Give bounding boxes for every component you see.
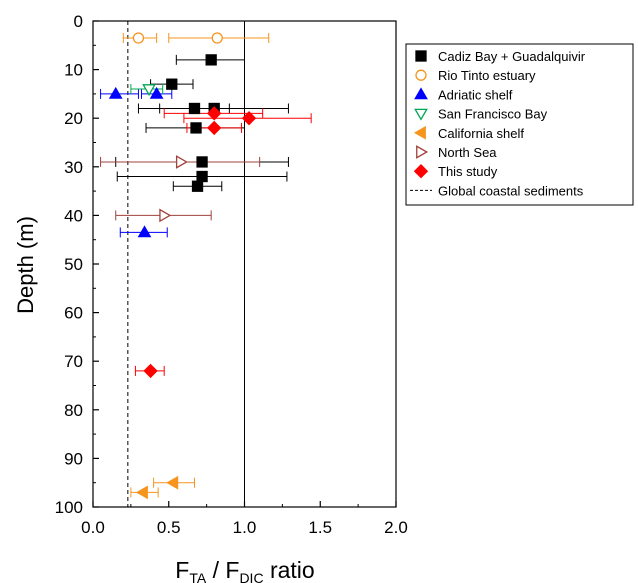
x-axis-title: FTA / FDIC ratio bbox=[175, 557, 314, 583]
legend-north-sea-label: North Sea bbox=[438, 145, 497, 160]
y-tick-label: 20 bbox=[64, 109, 83, 128]
north-sea-point bbox=[159, 208, 172, 223]
cadiz-bay-guadalquivir-point bbox=[190, 122, 202, 134]
x-tick-label: 1.0 bbox=[233, 518, 257, 537]
legend-this-study-label: This study bbox=[438, 164, 498, 179]
legend-california-shelf-label: California shelf bbox=[438, 126, 524, 141]
legend-global-coastal-sediments-label: Global coastal sediments bbox=[438, 183, 584, 198]
legend-adriatic-shelf-label: Adriatic shelf bbox=[438, 87, 513, 102]
x-title-sep: / F bbox=[206, 557, 239, 583]
legend-north-sea-marker bbox=[416, 145, 429, 159]
y-tick-label: 40 bbox=[64, 206, 83, 225]
this-study-point bbox=[241, 111, 257, 126]
legend-california-shelf-marker bbox=[413, 125, 426, 140]
y-axis-title: Depth (m) bbox=[13, 216, 38, 314]
this-study-point bbox=[207, 120, 222, 136]
legend-this-study-marker bbox=[413, 164, 429, 179]
y-tick-label: 90 bbox=[64, 449, 83, 468]
legend-san-francisco-bay-label: San Francisco Bay bbox=[438, 107, 548, 122]
x-tick-label: 0.5 bbox=[157, 518, 181, 537]
x-tick-label: 2.0 bbox=[384, 518, 408, 537]
cadiz-bay-guadalquivir-point bbox=[196, 170, 208, 183]
y-axis-ticks: 0 10 20 30 40 50 60 70 80 90 100 bbox=[55, 12, 99, 517]
y-tick-label: 80 bbox=[64, 401, 83, 420]
legend-cadiz-bay-guadalquivir-marker bbox=[415, 50, 427, 62]
cadiz-bay-guadalquivir-point bbox=[205, 54, 217, 66]
x-tick-label: 1.5 bbox=[308, 518, 332, 537]
error-bars bbox=[100, 33, 312, 498]
x-axis-ticks: 0.0 0.5 1.0 1.5 2.0 bbox=[81, 501, 408, 537]
legend-box bbox=[405, 43, 634, 206]
this-study-point bbox=[207, 106, 222, 121]
y-tick-label: 60 bbox=[64, 304, 83, 323]
x-title-sub2: DIC bbox=[239, 570, 263, 583]
legend-rio-tinto-estuary-marker bbox=[415, 69, 427, 81]
adriatic-shelf-point bbox=[137, 225, 152, 238]
legend-cadiz-bay-guadalquivir-label: Cadiz Bay + Guadalquivir bbox=[438, 49, 586, 64]
data-markers bbox=[108, 32, 257, 500]
legend-san-francisco-bay-marker bbox=[414, 108, 428, 121]
y-tick-label: 70 bbox=[64, 352, 83, 371]
reference-lines bbox=[127, 21, 245, 507]
san-francisco-bay-point bbox=[142, 84, 156, 97]
cadiz-bay-guadalquivir-point bbox=[188, 102, 201, 115]
rio-tinto-estuary-point bbox=[132, 32, 145, 44]
y-tick-label: 100 bbox=[55, 498, 83, 517]
adriatic-shelf-point bbox=[108, 86, 123, 99]
north-sea-point bbox=[175, 155, 188, 169]
y-tick-label: 10 bbox=[64, 61, 83, 80]
legend: Cadiz Bay + Guadalquivir Rio Tinto estuar… bbox=[405, 43, 634, 206]
adriatic-shelf-point bbox=[149, 86, 164, 99]
x-title-base: F bbox=[175, 557, 189, 583]
y-tick-label: 30 bbox=[64, 158, 83, 177]
cadiz-bay-guadalquivir-point bbox=[191, 180, 204, 192]
cadiz-bay-guadalquivir-point bbox=[196, 156, 208, 168]
legend-rio-tinto-estuary-label: Rio Tinto estuary bbox=[438, 68, 536, 83]
y-tick-label: 50 bbox=[64, 255, 83, 274]
x-tick-label: 0.0 bbox=[81, 518, 105, 537]
california-shelf-point bbox=[135, 485, 148, 500]
rio-tinto-estuary-point bbox=[211, 32, 223, 44]
y-tick-label: 0 bbox=[74, 12, 83, 31]
x-title-suffix: ratio bbox=[264, 557, 315, 583]
california-shelf-point bbox=[166, 475, 179, 490]
this-study-point bbox=[143, 363, 158, 379]
x-title-sub1: TA bbox=[189, 570, 207, 583]
cadiz-bay-guadalquivir-point bbox=[166, 78, 178, 90]
legend-adriatic-shelf-marker bbox=[414, 87, 428, 100]
